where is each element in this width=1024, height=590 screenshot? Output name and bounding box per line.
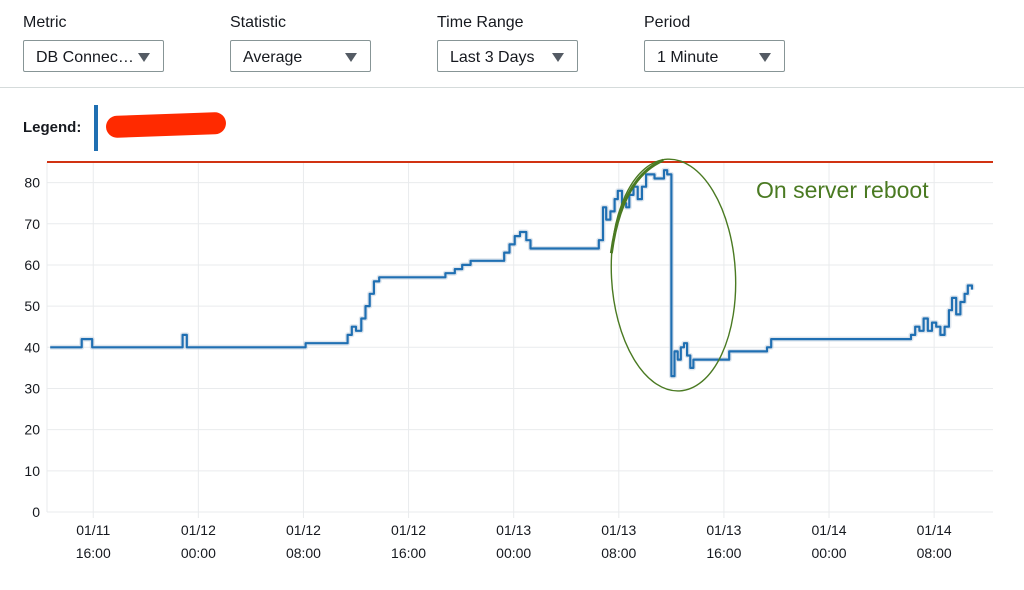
divider (0, 87, 1024, 88)
time-range-select-value: Last 3 Days (450, 49, 535, 66)
x-tick-label: 08:00 (917, 545, 952, 561)
x-tick-label: 01/13 (601, 522, 636, 538)
y-tick-label: 0 (32, 504, 40, 520)
y-tick-label: 80 (24, 175, 40, 191)
time-range-select[interactable]: Last 3 Days (437, 40, 578, 72)
x-tick-label: 08:00 (601, 545, 636, 561)
x-tick-label: 01/14 (917, 522, 952, 538)
time-range-label: Time Range (437, 14, 524, 31)
legend-label: Legend: (23, 119, 82, 136)
statistic-select-value: Average (243, 49, 303, 66)
x-tick-label: 01/12 (391, 522, 426, 538)
annotation-text: On server reboot (756, 177, 929, 203)
y-tick-label: 10 (24, 463, 40, 479)
y-tick-label: 50 (24, 298, 40, 314)
metric-select[interactable]: DB Connec… (23, 40, 164, 72)
x-tick-label: 00:00 (496, 545, 531, 561)
x-tick-label: 00:00 (812, 545, 847, 561)
x-tick-label: 16:00 (76, 545, 111, 561)
x-tick-label: 01/11 (76, 522, 110, 538)
x-tick-label: 08:00 (286, 545, 321, 561)
x-tick-label: 16:00 (706, 545, 741, 561)
y-tick-label: 70 (24, 216, 40, 232)
x-tick-label: 01/12 (286, 522, 321, 538)
x-tick-label: 01/13 (706, 522, 741, 538)
statistic-select[interactable]: Average (230, 40, 371, 72)
statistic-label: Statistic (230, 14, 287, 31)
legend-swatch (94, 105, 98, 151)
annotation-circle (610, 158, 737, 392)
period-select-value: 1 Minute (657, 49, 719, 66)
chevron-down-icon (345, 53, 357, 62)
metric-label: Metric (23, 14, 67, 31)
period-label: Period (644, 14, 691, 31)
x-tick-label: 01/14 (812, 522, 847, 538)
annotation-stroke (609, 158, 664, 254)
x-tick-label: 01/13 (496, 522, 531, 538)
y-tick-label: 40 (24, 339, 40, 355)
y-tick-label: 20 (24, 422, 40, 438)
x-tick-label: 01/12 (181, 522, 216, 538)
metric-select-value: DB Connec… (36, 49, 134, 66)
chevron-down-icon (138, 53, 150, 62)
x-tick-label: 16:00 (391, 545, 426, 561)
period-select[interactable]: 1 Minute (644, 40, 785, 72)
chevron-down-icon (552, 53, 564, 62)
y-tick-label: 30 (24, 380, 40, 396)
y-tick-label: 60 (24, 257, 40, 273)
chevron-down-icon (759, 53, 771, 62)
x-tick-label: 00:00 (181, 545, 216, 561)
